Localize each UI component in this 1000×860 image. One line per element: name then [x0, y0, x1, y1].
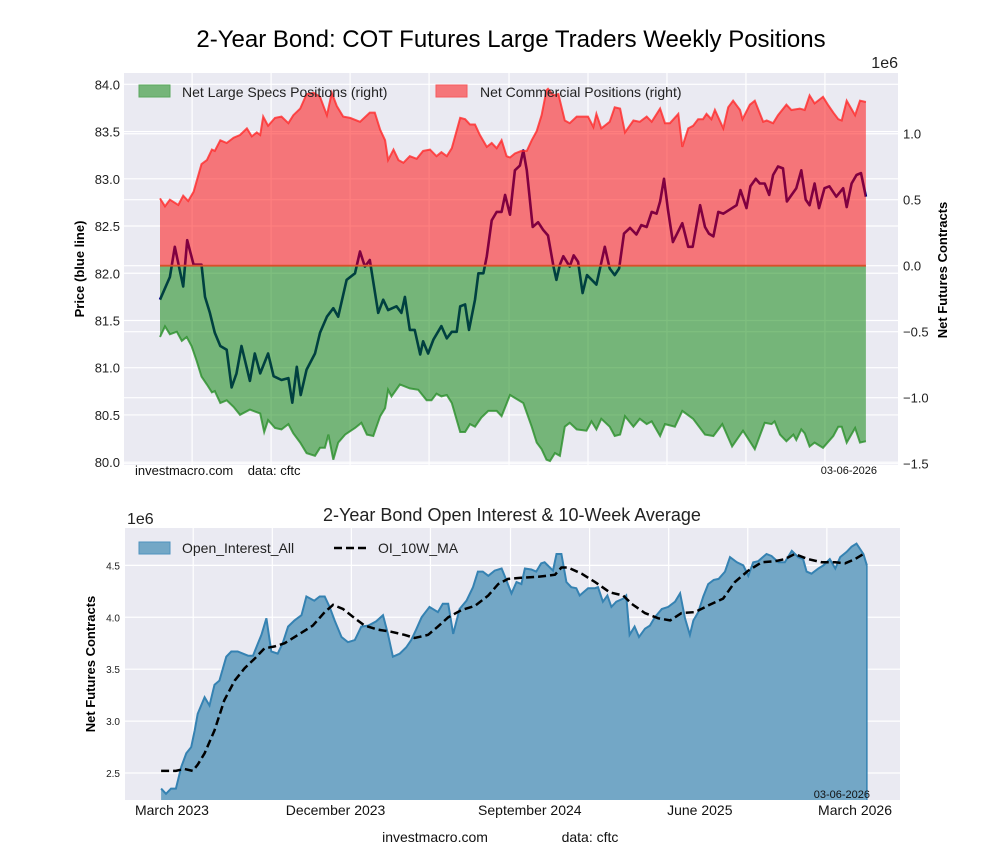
legend-swatch-commercial — [435, 84, 468, 98]
x-tick-label: June 2025 — [667, 802, 733, 818]
oi-y-tick-label: 2.5 — [106, 769, 120, 780]
legend-label-open-interest: Open_Interest_All — [182, 540, 294, 556]
oi-date-annotation: 03-06-2026 — [814, 789, 870, 801]
left-axis-label: Price (blue line) — [72, 221, 87, 318]
left-tick-label: 80.0 — [95, 455, 120, 470]
x-tick-label: March 2023 — [135, 802, 209, 818]
positions-legend: Net Large Specs Positions (right) Net Co… — [138, 84, 682, 100]
right-tick-label: 1.0 — [903, 127, 921, 142]
source-annotation: investmacro.com data: cftc — [135, 463, 301, 478]
left-tick-label: 84.0 — [95, 77, 120, 92]
oi-y-tick-label: 3.5 — [106, 665, 120, 676]
left-tick-label: 81.5 — [95, 313, 120, 328]
legend-swatch-open-interest — [138, 541, 171, 555]
legend-label-specs: Net Large Specs Positions (right) — [182, 84, 387, 100]
oi-y-tick-label: 4.0 — [106, 613, 120, 624]
left-tick-label: 80.5 — [95, 408, 120, 423]
right-tick-label: −1.5 — [903, 457, 929, 472]
right-axis-label: Net Futures Contracts — [935, 202, 950, 339]
right-tick-label: 0.0 — [903, 259, 921, 274]
left-tick-label: 82.0 — [95, 266, 120, 281]
moving-average-line — [161, 552, 865, 773]
left-tick-label: 83.0 — [95, 172, 120, 187]
right-tick-label: 0.5 — [903, 193, 921, 208]
footer-data-source: data: cftc — [562, 829, 619, 845]
commercial-positions-area — [160, 88, 866, 266]
positions-marks — [158, 87, 868, 463]
left-tick-label: 81.0 — [95, 361, 120, 376]
right-tick-label: −1.0 — [903, 391, 929, 406]
legend-label-ma: OI_10W_MA — [378, 540, 459, 556]
specs-positions-line — [159, 324, 867, 463]
figure-title: 2-Year Bond: COT Futures Large Traders W… — [196, 26, 825, 53]
right-tick-label: −0.5 — [903, 325, 929, 340]
right-axis-scale-label: 1e6 — [871, 55, 898, 72]
oi-y-tick-label: 4.5 — [106, 561, 120, 572]
footer-site: investmacro.com — [382, 829, 488, 845]
specs-positions-area — [160, 265, 866, 461]
open-interest-area — [161, 543, 867, 800]
date-annotation: 03-06-2026 — [821, 465, 877, 477]
x-tick-label: December 2023 — [286, 802, 386, 818]
commercial-positions-line — [159, 87, 867, 209]
left-tick-label: 83.5 — [95, 125, 120, 140]
open-interest-chart: 2-Year Bond Open Interest & 10-Week Aver… — [83, 505, 900, 818]
oi-legend: Open_Interest_All OI_10W_MA — [138, 540, 459, 556]
legend-label-commercial: Net Commercial Positions (right) — [480, 84, 682, 100]
left-tick-label: 82.5 — [95, 219, 120, 234]
positions-tick-labels: 80.0 80.5 81.0 81.5 82.0 82.5 83.0 83.5 84.0 −1.5… — [95, 77, 929, 471]
x-tick-label: March 2026 — [818, 802, 892, 818]
x-tick-label: September 2024 — [478, 802, 582, 818]
open-interest-title: 2-Year Bond Open Interest & 10-Week Aver… — [323, 505, 701, 525]
oi-tick-labels: 2.5 3.0 3.5 4.0 4.5 March 2023 December 2023 Se… — [106, 561, 892, 818]
oi-y-tick-label: 3.0 — [106, 717, 120, 728]
oi-axis-label: Net Futures Contracts — [83, 596, 98, 733]
oi-scale-label: 1e6 — [127, 511, 154, 528]
oi-marks — [160, 542, 868, 800]
positions-chart: 80.0 80.5 81.0 81.5 82.0 82.5 83.0 83.5 84.0 −1.5… — [72, 55, 950, 478]
legend-swatch-specs — [138, 84, 171, 98]
